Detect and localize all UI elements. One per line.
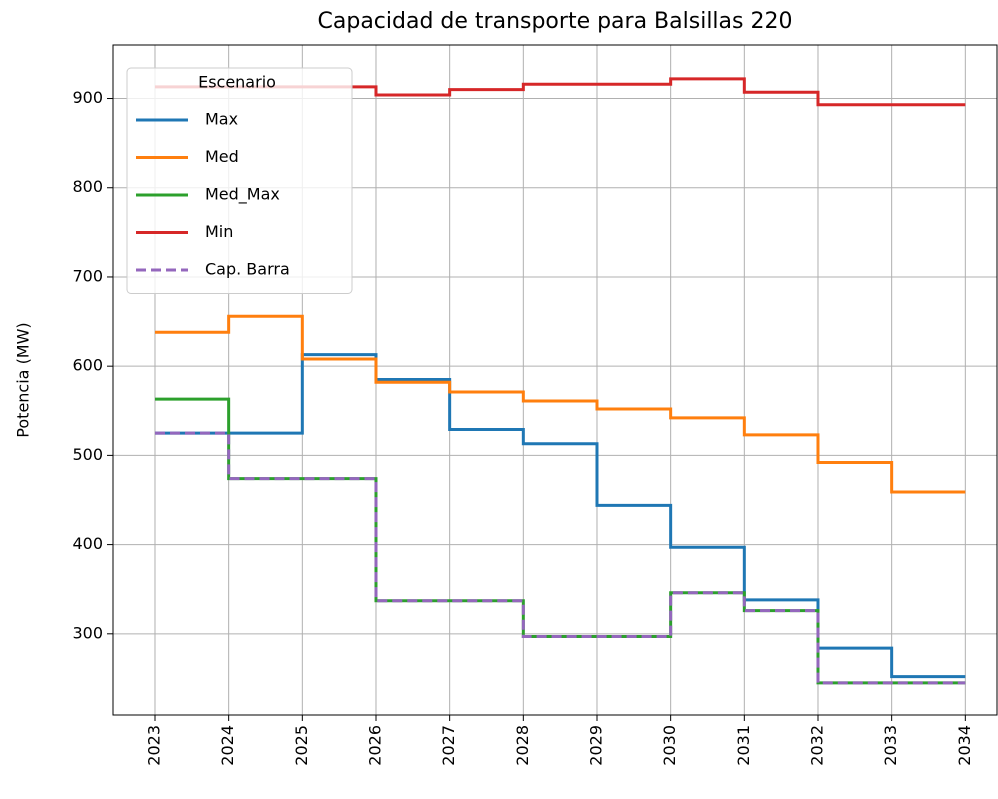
series-line: [154, 77, 966, 107]
legend-label: Med: [205, 147, 239, 166]
x-tick-label: 2024: [218, 725, 237, 766]
y-tick-label: 700: [72, 266, 103, 285]
x-tick-label: 2025: [292, 725, 311, 766]
x-tick-label: 2030: [660, 725, 679, 766]
x-tick-label: 2028: [513, 725, 532, 766]
x-tick-label: 2027: [439, 725, 458, 766]
legend-box: [126, 67, 353, 294]
legend-label: Cap. Barra: [205, 260, 290, 279]
series-line: [154, 431, 966, 685]
x-tick-label: 2029: [586, 725, 605, 766]
y-tick-label: 900: [72, 88, 103, 107]
y-tick-label: 500: [72, 445, 103, 464]
legend-label: Max: [205, 110, 238, 129]
legend-label: Med_Max: [205, 185, 280, 205]
x-tick-label: 2031: [734, 725, 753, 766]
y-tick-label: 600: [72, 356, 103, 375]
x-tick-label: 2032: [807, 725, 826, 766]
y-tick-label: 300: [72, 623, 103, 642]
x-tick-label: 2033: [881, 725, 900, 766]
series-line: [154, 353, 966, 679]
x-tick-label: 2034: [955, 725, 974, 766]
plot-frame: [112, 44, 998, 716]
legend-title: Escenario: [198, 73, 276, 92]
y-tick-label: 800: [72, 177, 103, 196]
y-tick-label: 400: [72, 534, 103, 553]
chart-title: Capacidad de transporte para Balsillas 2…: [318, 9, 793, 34]
series-line: [154, 397, 966, 685]
y-axis-label: Potencia (MW): [14, 322, 33, 437]
x-tick-label: 2026: [365, 725, 384, 766]
legend-label: Min: [205, 222, 233, 241]
x-tick-label: 2023: [144, 725, 163, 766]
series-line: [154, 314, 966, 494]
